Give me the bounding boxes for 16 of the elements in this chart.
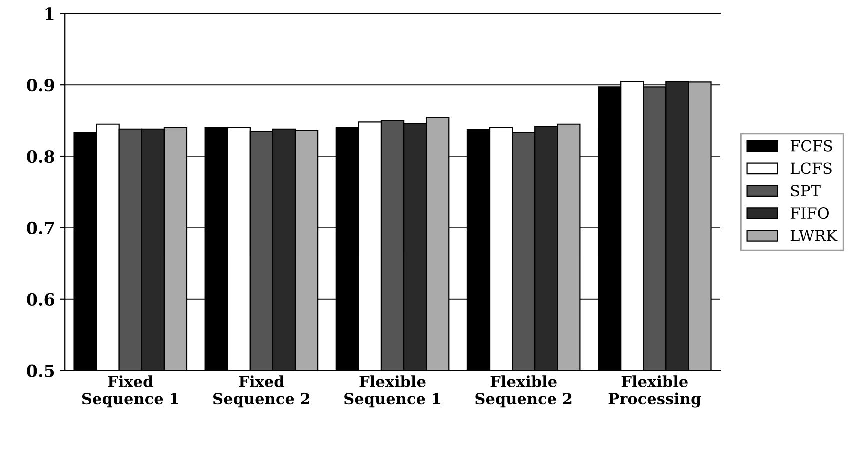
legend-label: FIFO [790,208,829,220]
x-tick-label: Flexible Sequence 2 [476,376,572,408]
y-tick-label: 0.7 [27,222,54,235]
legend-label: LWRK [790,230,838,242]
y-tick-label: 0.9 [27,79,54,92]
x-tick-label: Fixed Sequence 1 [82,376,178,408]
x-tick-label: Flexible Processing [608,376,702,408]
y-tick-label: 0.5 [27,364,54,378]
y-tick-label: 0.6 [27,293,54,306]
y-tick-label: 1 [46,8,54,20]
y-tick-label: 0.8 [27,150,54,164]
legend-label: SPT [791,185,821,197]
x-tick-label: Flexible Sequence 1 [344,376,440,408]
legend-label: FCFS [790,140,832,152]
legend-label: LCFS [790,162,832,174]
x-tick-label: Fixed Sequence 2 [214,376,310,408]
